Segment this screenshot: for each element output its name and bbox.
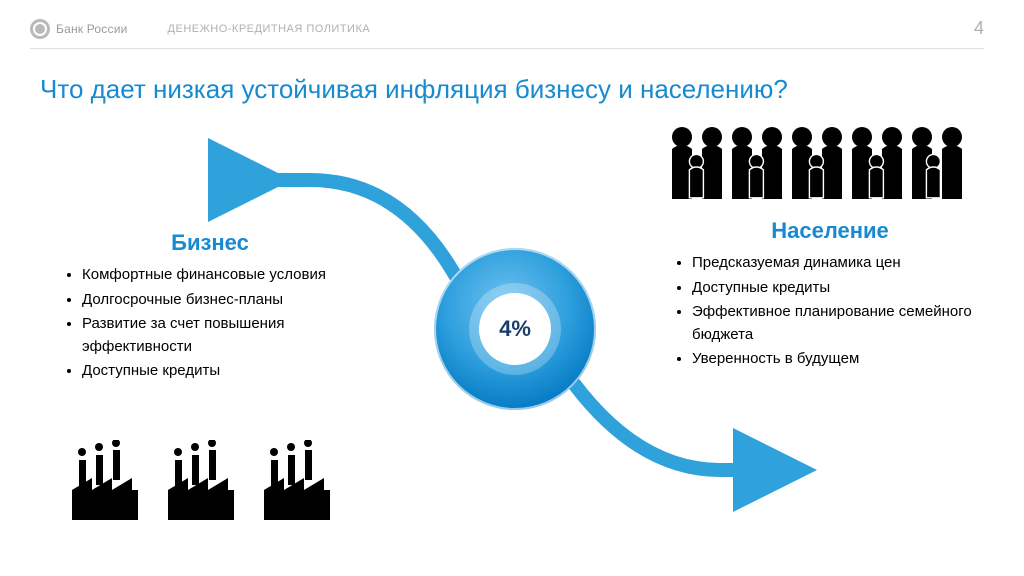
business-block: Бизнес Комфортные финансовые условия Дол… [60,230,360,385]
factories-icon-group [70,440,332,520]
population-bullets: Предсказуемая динамика цен Доступные кре… [670,252,990,371]
factory-icon [262,440,332,520]
logo-text: Банк России [56,22,128,36]
slide: Банк России ДЕНЕЖНО-КРЕДИТНАЯ ПОЛИТИКА 4… [0,0,1024,576]
center-sphere: 4% [434,248,596,410]
population-title: Население [670,218,990,244]
page-title: Что дает низкая устойчивая инфляция бизн… [40,74,788,105]
list-item: Эффективное планирование семейного бюдже… [692,301,990,346]
business-title: Бизнес [60,230,360,256]
bank-emblem-icon [30,19,50,39]
header-rule [30,48,984,49]
list-item: Доступные кредиты [692,277,990,300]
factory-icon [70,440,140,520]
list-item: Развитие за счет повышения эффективности [82,313,360,358]
header: Банк России ДЕНЕЖНО-КРЕДИТНАЯ ПОЛИТИКА 4 [0,18,1024,39]
list-item: Предсказуемая динамика цен [692,252,990,275]
people-crowd-icon [660,125,990,215]
business-bullets: Комфортные финансовые условия Долгосрочн… [60,264,360,383]
center-value: 4% [479,293,551,365]
list-item: Доступные кредиты [82,360,360,383]
population-block: Население Предсказуемая динамика цен Дос… [670,218,990,373]
list-item: Уверенность в будущем [692,348,990,371]
page-number: 4 [974,18,984,39]
sphere-bg: 4% [434,248,596,410]
arrow-to-population [575,385,775,470]
list-item: Комфортные финансовые условия [82,264,360,287]
logo: Банк России [30,19,128,39]
section-label: ДЕНЕЖНО-КРЕДИТНАЯ ПОЛИТИКА [168,23,371,35]
factory-icon [166,440,236,520]
list-item: Долгосрочные бизнес-планы [82,289,360,312]
